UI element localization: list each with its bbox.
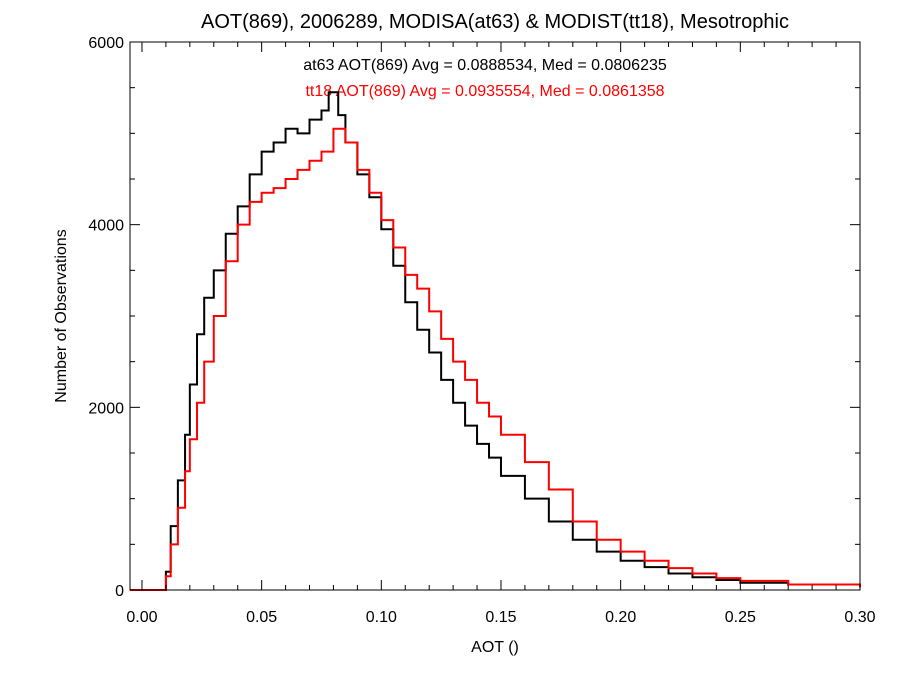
x-tick-label: 0.10 xyxy=(366,609,397,626)
x-axis-label: AOT () xyxy=(471,639,519,656)
y-tick-label: 6000 xyxy=(88,35,124,52)
series-line-0 xyxy=(130,91,861,591)
y-tick-label: 0 xyxy=(115,583,124,600)
y-tick-label: 4000 xyxy=(88,218,124,235)
plot-lines xyxy=(130,91,861,591)
y-tick-label: 2000 xyxy=(88,400,124,417)
plot-frame xyxy=(129,41,861,591)
x-tick-label: 0.00 xyxy=(126,609,157,626)
annotation-tt18-stats: tt18 AOT(869) Avg = 0.0935554, Med = 0.0… xyxy=(305,83,664,100)
chart-title: AOT(869), 2006289, MODISA(at63) & MODIST… xyxy=(201,11,789,33)
x-tick-label: 0.15 xyxy=(485,609,516,626)
x-axis-ticks: 0.00 0.05 0.10 0.15 0.20 0.25 0.30 xyxy=(126,42,876,626)
x-tick-label: 0.30 xyxy=(844,609,875,626)
y-axis-label: Number of Observations xyxy=(53,229,70,402)
x-tick-label: 0.20 xyxy=(605,609,636,626)
x-tick-label: 0.05 xyxy=(246,609,277,626)
x-tick-label: 0.25 xyxy=(725,609,756,626)
annotation-at63-stats: at63 AOT(869) Avg = 0.0888534, Med = 0.0… xyxy=(303,57,667,74)
y-axis-ticks: 0 2000 4000 6000 xyxy=(88,35,860,600)
series-line-1 xyxy=(130,127,861,591)
